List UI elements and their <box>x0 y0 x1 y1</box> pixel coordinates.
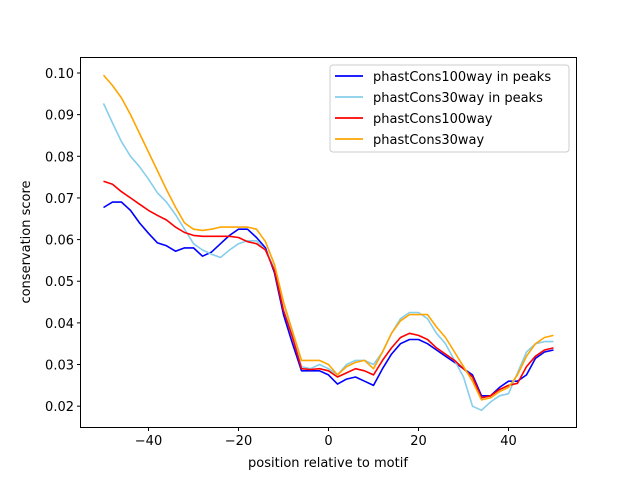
legend-label: phastCons30way <box>373 133 485 148</box>
x-tick-label: 40 <box>500 434 517 449</box>
series-line-1 <box>102 103 554 412</box>
legend-label: phastCons100way <box>373 112 493 127</box>
y-tick-label: 0.07 <box>45 192 74 207</box>
legend-label: phastCons30way in peaks <box>373 91 543 106</box>
y-tick-label: 0.02 <box>45 400 74 415</box>
y-tick-label: 0.10 <box>45 67 74 82</box>
legend-label: phastCons100way in peaks <box>373 70 551 85</box>
x-tick-label: −20 <box>225 434 252 449</box>
x-tick-label: 20 <box>410 434 427 449</box>
x-tick-label: −40 <box>135 434 162 449</box>
y-axis: 0.02 0.03 0.04 0.05 0.06 0.07 0.08 0.09 0.10 <box>45 67 81 415</box>
y-tick-label: 0.09 <box>45 109 74 124</box>
x-axis: −40 −20 0 20 40 <box>135 427 517 449</box>
x-tick-label: 0 <box>324 434 332 449</box>
series-lines <box>102 74 554 412</box>
y-tick-label: 0.06 <box>45 234 74 249</box>
series-line-2 <box>103 180 554 399</box>
legend: phastCons100way in peaks phastCons30way i… <box>329 64 570 153</box>
series-line-3 <box>102 74 554 401</box>
y-axis-label: conservation score <box>19 180 34 303</box>
y-tick-label: 0.05 <box>45 275 74 290</box>
y-tick-label: 0.04 <box>45 317 74 332</box>
x-axis-label: position relative to motif <box>248 456 408 471</box>
y-tick-label: 0.03 <box>45 359 74 374</box>
legend-box <box>329 64 570 153</box>
y-tick-label: 0.08 <box>45 150 74 165</box>
series-line-0 <box>103 201 554 397</box>
